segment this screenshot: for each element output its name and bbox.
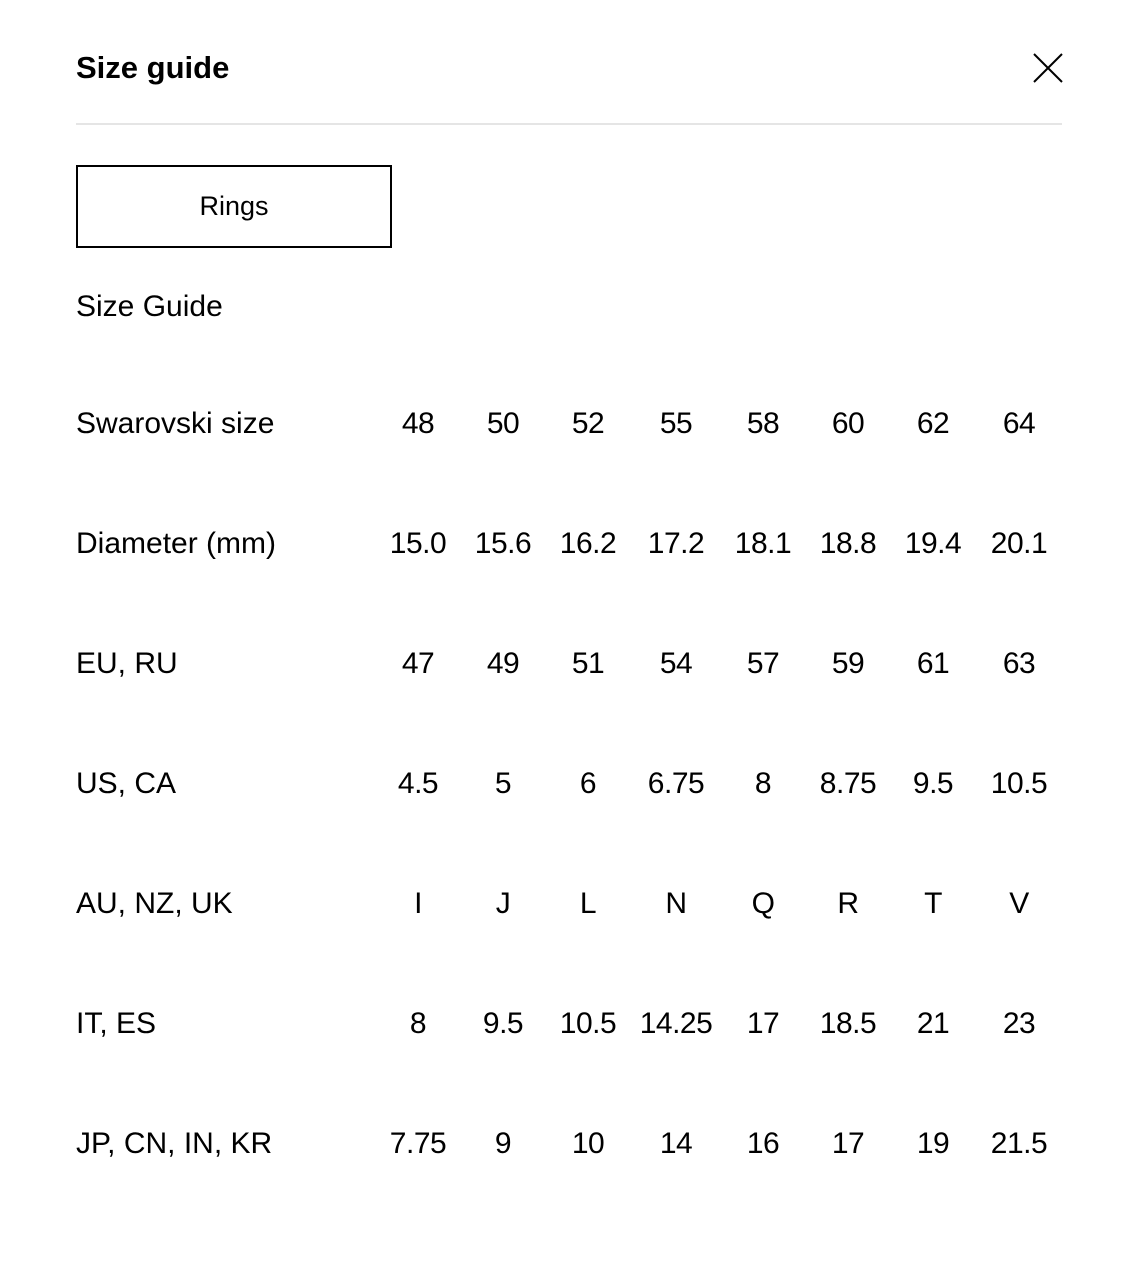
table-cell: 47 — [401, 647, 435, 680]
table-cell: J — [495, 887, 511, 920]
table-cell: 17.2 — [647, 527, 705, 560]
table-cell: 19.4 — [904, 527, 962, 560]
table-cell: T — [924, 887, 942, 920]
table-row: US, CA 4.5 5 6 6.75 8 8.75 9.5 10.5 — [76, 764, 1076, 804]
table-cell: 21.5 — [990, 1127, 1048, 1160]
table-row: Swarovski size 48 50 52 55 58 60 62 64 — [76, 404, 1076, 444]
table-cell: 15.0 — [389, 527, 447, 560]
table-cell: R — [837, 887, 859, 920]
table-cell: 23 — [1002, 1007, 1036, 1040]
table-cell: 48 — [401, 407, 435, 440]
table-cell: 9.5 — [482, 1007, 524, 1040]
table-cell: 14 — [659, 1127, 693, 1160]
table-cell: 49 — [486, 647, 520, 680]
table-cell: Q — [751, 887, 775, 920]
table-cell: 15.6 — [474, 527, 532, 560]
row-label: AU, NZ, UK — [76, 887, 233, 920]
table-cell: 55 — [659, 407, 693, 440]
row-label: EU, RU — [76, 647, 178, 680]
table-cell: 10.5 — [990, 767, 1048, 800]
table-cell: 20.1 — [990, 527, 1048, 560]
row-label: JP, CN, IN, KR — [76, 1127, 273, 1160]
table-cell: 51 — [571, 647, 605, 680]
table-cell: 4.5 — [397, 767, 439, 800]
table-cell: 8.75 — [819, 767, 877, 800]
table-cell: 14.25 — [639, 1007, 713, 1040]
table-cell: 16 — [746, 1127, 780, 1160]
table-cell: L — [579, 887, 597, 920]
header-divider — [76, 123, 1062, 125]
table-cell: 19 — [916, 1127, 950, 1160]
table-row: JP, CN, IN, KR 7.75 9 10 14 16 17 19 21.5 — [76, 1124, 1076, 1164]
table-cell: 59 — [831, 647, 865, 680]
table-cell: 18.8 — [819, 527, 877, 560]
table-cell: 58 — [746, 407, 780, 440]
section-title: Size Guide — [76, 290, 223, 323]
table-cell: I — [414, 887, 422, 920]
table-cell: 10 — [571, 1127, 605, 1160]
table-cell: 5 — [494, 767, 512, 800]
row-label: Swarovski size — [76, 407, 275, 440]
table-row: IT, ES 8 9.5 10.5 14.25 17 18.5 21 23 — [76, 1004, 1076, 1044]
table-cell: 8 — [409, 1007, 427, 1040]
table-cell: V — [1009, 887, 1029, 920]
close-button[interactable] — [1030, 50, 1066, 86]
table-cell: 60 — [831, 407, 865, 440]
table-cell: 7.75 — [389, 1127, 447, 1160]
table-row: EU, RU 47 49 51 54 57 59 61 63 — [76, 644, 1076, 684]
row-label: IT, ES — [76, 1007, 157, 1040]
tab-rings[interactable]: Rings — [76, 165, 392, 248]
table-cell: 10.5 — [559, 1007, 617, 1040]
row-label: Diameter (mm) — [76, 527, 276, 560]
row-label: US, CA — [76, 767, 177, 800]
table-cell: 21 — [916, 1007, 950, 1040]
table-cell: 9 — [494, 1127, 512, 1160]
table-cell: 64 — [1002, 407, 1036, 440]
table-cell: 16.2 — [559, 527, 617, 560]
table-cell: 62 — [916, 407, 950, 440]
table-row: Diameter (mm) 15.0 15.6 16.2 17.2 18.1 18.8 19.… — [76, 524, 1076, 564]
table-cell: 63 — [1002, 647, 1036, 680]
table-cell: 61 — [916, 647, 950, 680]
table-cell: 18.1 — [734, 527, 792, 560]
table-cell: 17 — [746, 1007, 780, 1040]
table-cell: 17 — [831, 1127, 865, 1160]
table-cell: 50 — [486, 407, 520, 440]
table-cell: 18.5 — [819, 1007, 877, 1040]
table-cell: 6 — [579, 767, 597, 800]
table-cell: 52 — [571, 407, 605, 440]
close-icon — [1033, 53, 1063, 83]
table-cell: N — [665, 887, 687, 920]
table-cell: 8 — [754, 767, 772, 800]
table-row: AU, NZ, UK I J L N Q R T V — [76, 884, 1076, 924]
table-cell: 57 — [746, 647, 780, 680]
table-cell: 9.5 — [912, 767, 954, 800]
table-cell: 54 — [659, 647, 693, 680]
dialog-title: Size guide — [76, 50, 230, 85]
table-cell: 6.75 — [647, 767, 705, 800]
